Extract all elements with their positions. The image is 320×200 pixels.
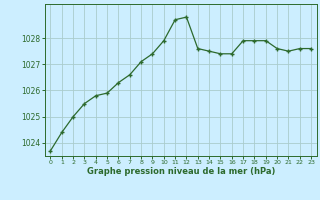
X-axis label: Graphe pression niveau de la mer (hPa): Graphe pression niveau de la mer (hPa) bbox=[87, 167, 275, 176]
